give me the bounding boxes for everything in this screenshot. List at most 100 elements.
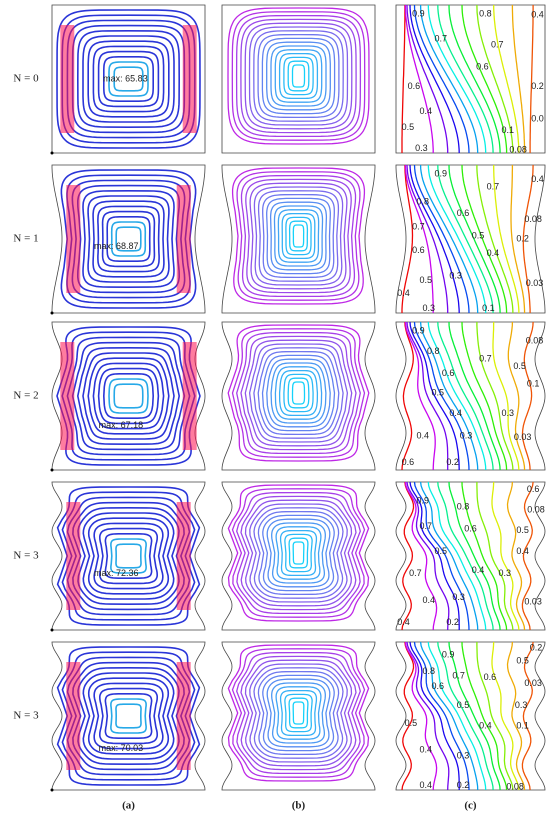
isotherm-label: 0.3 (423, 303, 436, 313)
streamline (110, 538, 147, 574)
streamline (249, 663, 348, 763)
velocity-hotspot (176, 502, 191, 610)
streamline-panel: max: 70.03 (50, 641, 206, 792)
isotherm (419, 321, 479, 471)
isotherm (406, 4, 449, 153)
streamline (102, 373, 155, 419)
isotherm-label: 0.3 (457, 750, 470, 760)
isotherm (437, 481, 494, 631)
isotherm-label: 0.03 (526, 278, 544, 288)
isotherm-label: 0.4 (531, 10, 544, 20)
cavity-wall (221, 164, 376, 314)
isotherm-label: 0.0 (531, 113, 544, 123)
isotherm-label: 0.7 (420, 521, 433, 531)
isotherm (401, 641, 415, 791)
streamline (275, 526, 322, 580)
streamline (97, 367, 160, 425)
streamline (113, 383, 144, 409)
isotherm-label: 0.7 (409, 568, 422, 578)
streamline (244, 659, 353, 767)
cavity-wall (51, 321, 206, 471)
streamline (240, 18, 357, 134)
streamline (76, 29, 181, 129)
isotherm (419, 164, 479, 314)
streamline (104, 693, 153, 739)
isotherm (409, 321, 460, 471)
isotherm (427, 481, 487, 631)
isotherm-label: 0.1 (482, 303, 495, 313)
isotherm-label: 0.8 (423, 666, 436, 676)
streamline (277, 209, 320, 263)
isotherm-label: 0.4 (516, 546, 529, 556)
streamline (110, 698, 147, 734)
streamline (261, 354, 336, 432)
streamline (82, 35, 175, 123)
streamline (271, 682, 326, 744)
stream-function-panel (221, 641, 376, 791)
streamline (257, 350, 340, 436)
streamline (104, 533, 153, 579)
isotherm-label: 0.4 (420, 780, 433, 790)
streamline (266, 518, 331, 588)
streamline (274, 49, 323, 103)
column-label: (a) (122, 800, 135, 812)
isotherm (461, 321, 508, 471)
isotherm-label: 0.2 (531, 81, 544, 91)
isotherm-label: 0.6 (402, 457, 415, 467)
streamline (284, 533, 313, 573)
isotherm-label: 0.8 (479, 8, 492, 18)
isotherm (511, 5, 526, 153)
isotherm-panel: 0.6 0.9 0.8 0.08 0.7 0.6 0.5 0.5 0.4 0.4 0.3 0.7 0.3… (395, 481, 546, 631)
isotherm (409, 4, 460, 154)
isotherm (409, 164, 460, 314)
isotherm-label: 0.9 (442, 650, 455, 660)
isotherm (401, 481, 415, 631)
streamline (288, 697, 309, 729)
isotherm-label: 0.3 (499, 568, 512, 578)
cavity-wall (51, 641, 206, 791)
streamline (99, 527, 158, 585)
isotherm (448, 321, 501, 471)
isotherm-label: 0.1 (527, 379, 540, 389)
streamline (279, 529, 318, 577)
row-label: N = 2 (13, 390, 38, 402)
isotherm-label: 0.3 (415, 143, 428, 153)
isotherm-panel: 0.90.080.80.70.60.50.50.10.4 0.30.4 0.3 0.0… (395, 321, 546, 471)
streamline (253, 667, 344, 759)
streamline (87, 357, 170, 435)
corner-dot (50, 468, 54, 472)
isotherm (491, 641, 520, 791)
isotherm (427, 4, 487, 154)
streamline (266, 41, 331, 111)
column-label: (b) (292, 800, 306, 812)
isotherm (493, 5, 520, 154)
isotherm (413, 4, 470, 154)
isotherm (437, 641, 494, 791)
isotherm (493, 165, 520, 314)
isotherm (404, 481, 438, 631)
isotherm-label: 0.5 (513, 361, 526, 371)
streamline (115, 543, 142, 569)
streamline-panel: max: 67.18 (50, 321, 206, 472)
isotherm (406, 164, 449, 313)
stream-function-panel (221, 4, 376, 154)
streamline (275, 686, 322, 740)
streamline (110, 221, 147, 257)
isotherm (419, 4, 479, 154)
streamline (101, 210, 156, 268)
isotherm-label: 0.6 (431, 681, 444, 691)
cavity-wall (51, 4, 206, 154)
isotherm-label: 0.3 (452, 592, 465, 602)
streamline (236, 331, 361, 455)
streamline (87, 677, 170, 755)
isotherm (476, 4, 514, 154)
cavity-wall (51, 481, 206, 631)
isotherm-label: 0.5 (405, 718, 418, 728)
isotherm (461, 641, 508, 791)
cavity-wall (221, 641, 376, 791)
streamline (72, 501, 185, 611)
isotherm (437, 321, 494, 471)
streamline (262, 514, 335, 592)
isotherm-label: 0.3 (515, 700, 528, 710)
